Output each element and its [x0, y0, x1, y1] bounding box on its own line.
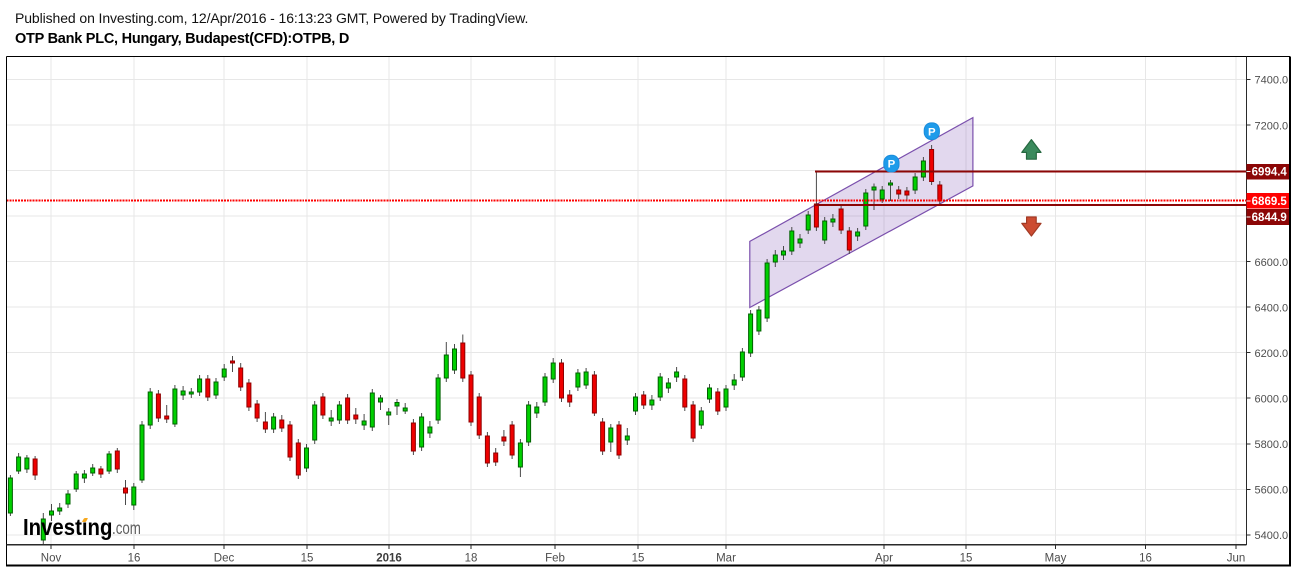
svg-text:6000.0: 6000.0 [1255, 394, 1289, 406]
svg-text:6994.4: 6994.4 [1252, 167, 1288, 179]
svg-text:6600.0: 6600.0 [1255, 257, 1289, 269]
svg-text:16: 16 [128, 552, 141, 564]
svg-text:18: 18 [465, 552, 478, 564]
svg-text:P: P [888, 159, 896, 171]
svg-text:P: P [928, 126, 936, 138]
svg-text:15: 15 [301, 552, 314, 564]
svg-text:5800.0: 5800.0 [1255, 439, 1289, 451]
svg-text:6844.9: 6844.9 [1252, 212, 1287, 224]
svg-text:Jun: Jun [1227, 552, 1246, 564]
svg-text:5600.0: 5600.0 [1255, 485, 1289, 497]
svg-text:15: 15 [960, 552, 973, 564]
svg-text:5400.0: 5400.0 [1255, 530, 1289, 542]
svg-text:2016: 2016 [376, 552, 402, 564]
svg-text:16: 16 [1139, 552, 1152, 564]
svg-text:Feb: Feb [545, 552, 565, 564]
svg-text:15: 15 [632, 552, 645, 564]
svg-text:Apr: Apr [875, 552, 893, 564]
svg-text:7400.0: 7400.0 [1255, 75, 1289, 87]
svg-text:Nov: Nov [41, 552, 62, 564]
svg-text:6400.0: 6400.0 [1255, 302, 1289, 314]
svg-text:6869.5: 6869.5 [1252, 196, 1288, 208]
svg-text:6200.0: 6200.0 [1255, 348, 1289, 360]
svg-text:Mar: Mar [716, 552, 736, 564]
svg-text:7200.0: 7200.0 [1255, 120, 1289, 132]
svg-text:Dec: Dec [214, 552, 235, 564]
svg-text:May: May [1045, 552, 1067, 564]
